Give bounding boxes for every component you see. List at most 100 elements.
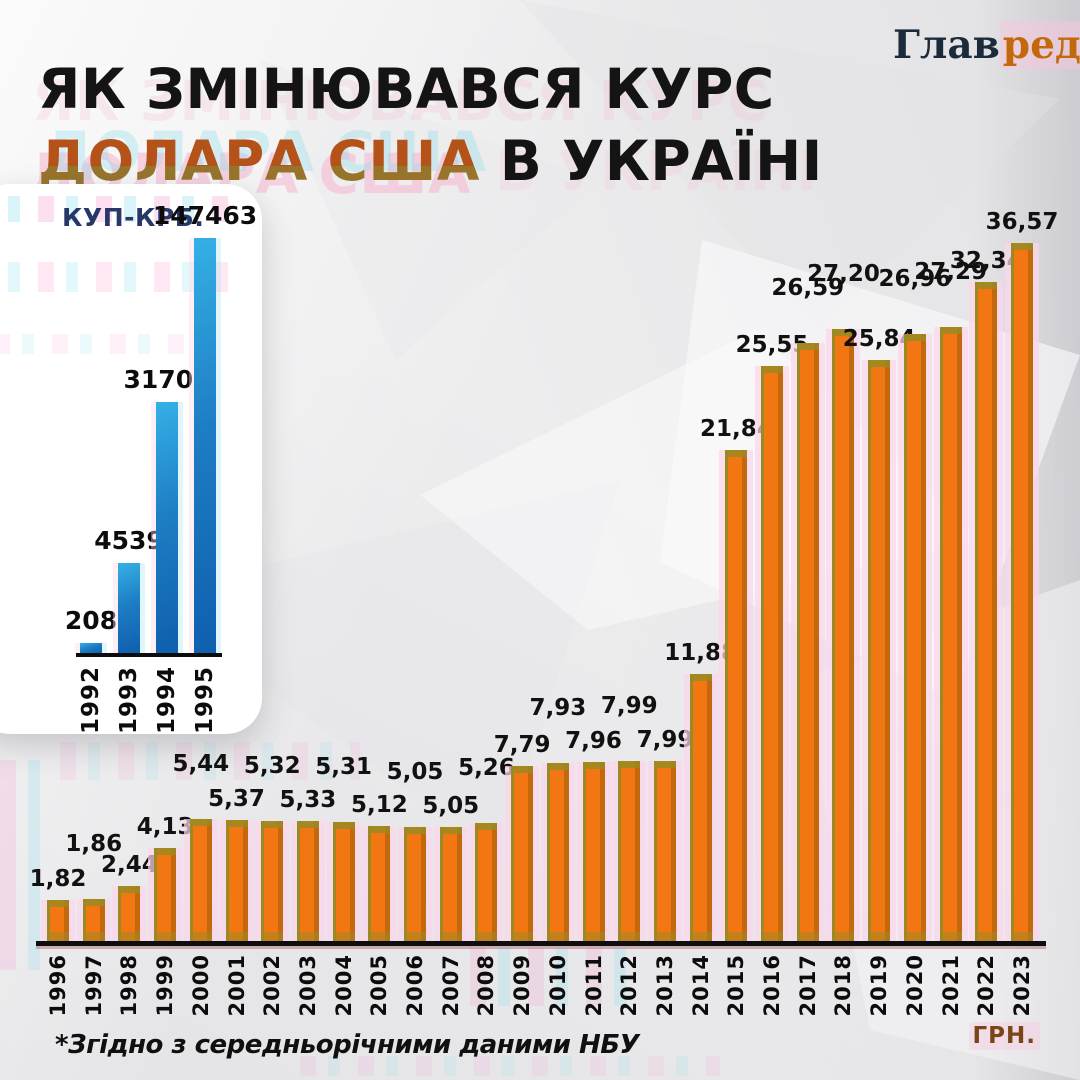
value-label-2006: 5,05 [386,759,444,786]
value-label-2001: 5,37 [208,786,265,813]
bar-column-1997: 1,86 1997 [65,241,122,1016]
page-title: ЯК ЗМІНЮВАВСЯ КУРС ДОЛАРА США ДОЛАРА США… [29,53,823,206]
year-label-1997: 1997 [81,954,106,1017]
inset-chart-karbovanets: 208 1992 4539 1993 31700 1994 147463 1995 [65,201,257,734]
year-label-2012: 2012 [617,954,642,1017]
title-glitch-ghost-cyan: ДОЛАРА США [45,116,487,188]
year-label-2019: 2019 [867,954,892,1017]
currency-unit-label: ГРН. [968,1022,1040,1050]
year-label-2001: 2001 [224,954,249,1017]
year-label-2023: 2023 [1009,954,1034,1017]
value-label-2016: 25,55 [735,332,809,359]
bar-2000 [189,818,212,942]
bar-2010 [546,762,569,942]
bar-1994 [156,401,178,653]
value-label-1999: 4,13 [136,814,194,841]
value-label-2023: 36,57 [985,209,1059,236]
bar-2016 [761,366,784,941]
bar-column-1996: 1,82 1996 [30,241,87,1016]
bar-2003 [296,821,319,941]
bar-2008 [475,822,498,942]
year-label-2018: 2018 [831,954,856,1017]
inset-bar-column-1992: 208 1992 [65,238,117,734]
year-label-2015: 2015 [724,954,749,1017]
bar-column-2022: 32,34 2022 [950,241,1023,1017]
year-label-2017: 2017 [795,954,820,1017]
bar-column-2011: 7,96 2011 [565,241,622,1017]
bar-column-2020: 26,96 2020 [878,241,951,1016]
bar-2014 [689,673,712,942]
year-label-1998: 1998 [117,954,142,1017]
bar-column-2008: 5,26 2008 [458,241,515,1017]
value-label-2008: 5,26 [458,754,515,781]
value-label-2004: 5,31 [315,753,372,780]
footnote: *Згідно з середньорічними даними НБУ [55,1030,640,1060]
year-label-2014: 2014 [688,954,713,1017]
bar-column-2018: 27,20 2018 [807,241,880,1016]
value-label-1998: 2,44 [101,852,158,879]
value-label-1993: 4539 [94,525,164,555]
year-label-1996: 1996 [46,954,70,1017]
bar-2018 [832,329,855,941]
bar-column-2017: 26,59 2017 [771,241,844,1017]
logo-glavred: Главред [893,21,1080,69]
year-label-2005: 2005 [367,954,392,1017]
bar-column-2006: 5,05 2006 [387,241,444,1016]
bar-2019 [868,359,891,942]
bar-column-2003: 5,33 2003 [280,241,337,1016]
logo-part-red: ред [999,21,1080,69]
bar-2022 [975,281,998,942]
bar-column-2016: 25,55 2016 [736,241,809,1016]
bar-column-2021: 27,29 2021 [914,241,987,1016]
value-label-2005: 5,12 [350,791,408,818]
value-label-2022: 32,34 [949,247,1023,274]
value-label-2020: 26,96 [878,266,952,293]
bar-2015 [725,449,748,942]
value-label-2012: 7,99 [600,693,658,720]
glitch-artifact [0,760,44,970]
bar-column-2015: 21,84 2015 [700,241,773,1017]
year-label-2000: 2000 [188,954,213,1017]
title-highlight-dollar: ДОЛАРА США [38,128,480,193]
bar-2021 [939,327,962,941]
bar-1993 [118,562,140,653]
bar-column-2019: 25,84 2019 [843,241,916,1017]
value-label-2009: 7,79 [493,731,551,758]
value-label-2015: 21,84 [699,415,773,442]
title-line1: ЯК ЗМІНЮВАВСЯ КУРС [38,56,775,121]
bar-column-2005: 5,12 2005 [351,241,408,1017]
bar-column-2013: 7,99 2013 [637,241,694,1016]
year-label-2009: 2009 [510,954,535,1017]
value-label-2013: 7,99 [636,727,694,754]
year-label-2016: 2016 [760,954,785,1017]
bar-column-2007: 5,05 2007 [422,241,479,1016]
value-label-1995: 147463 [152,201,258,230]
value-label-2018: 27,20 [807,261,880,287]
inset-axis-baseline [76,653,222,657]
bar-column-2023: 36,57 2023 [986,209,1059,1016]
bar-2009 [511,765,534,942]
bar-1995 [194,238,216,653]
bar-2020 [903,334,926,941]
bar-2012 [618,761,641,941]
bar-column-1998: 2,44 1998 [101,241,158,1016]
bar-2004 [332,821,355,942]
bar-column-2012: 7,99 2012 [601,241,658,1016]
year-label-2002: 2002 [260,954,285,1017]
value-label-2000: 5,44 [172,750,230,777]
main-chart-hryvnia: 1,82 1996 1,86 1997 2,44 1998 4,13 1999 5,44 2000… [30,209,1059,1017]
bar-column-2000: 5,44 2000 [172,241,229,1017]
year-label-2004: 2004 [331,954,356,1017]
value-label-1992: 208 [64,606,118,636]
year-label-2022: 2022 [974,954,999,1017]
bar-2006 [404,827,427,941]
value-label-2010: 7,93 [529,694,587,721]
bar-1997 [82,899,105,941]
value-label-2021: 27,29 [914,259,987,285]
bar-column-1999: 4,13 1999 [137,241,194,1016]
bar-column-2001: 5,37 2001 [208,241,265,1016]
bar-2002 [261,821,284,941]
bar-1992 [80,643,102,653]
bar-column-2009: 7,79 2009 [494,241,551,1017]
value-label-2011: 7,96 [565,727,622,754]
